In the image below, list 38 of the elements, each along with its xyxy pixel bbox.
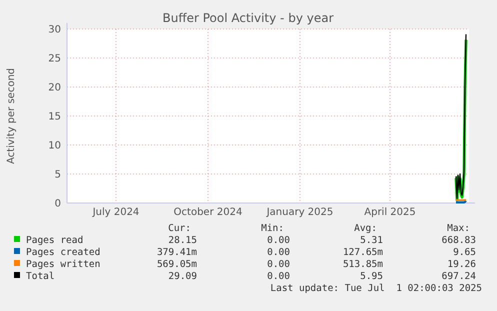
y-tick-label: 20: [48, 82, 61, 94]
x-tick-label: October 2024: [174, 207, 242, 218]
legend-label: Total: [26, 271, 55, 282]
text: 569.05m: [156, 259, 198, 270]
text: Min:: [261, 223, 284, 234]
y-tick-label: 25: [48, 54, 61, 64]
x-tick-label: July 2024: [92, 207, 140, 218]
text: 19.26: [447, 259, 476, 270]
chart-title: Buffer Pool Activity - by year: [162, 11, 334, 25]
text: 28.15: [168, 235, 197, 246]
x-tick-label: January 2025: [266, 207, 334, 218]
text: Cur:: [168, 223, 191, 234]
text: 5.31: [360, 235, 384, 246]
text: 9.65: [453, 247, 476, 258]
text: Last update: Tue Jul 1 02:00:03 2025: [270, 283, 482, 294]
text: 668.83: [442, 235, 476, 246]
text: Avg:: [354, 223, 377, 234]
text: 29.09: [168, 271, 198, 282]
y-tick-label: 0: [54, 198, 61, 210]
y-tick-label: 10: [48, 140, 61, 152]
legend-label: Pages written: [26, 259, 100, 270]
text: 0.00: [267, 235, 290, 246]
text: 513.85m: [342, 259, 384, 270]
text: 379.41m: [156, 247, 198, 258]
text: 127.65m: [342, 247, 384, 258]
y-tick-label: 30: [48, 24, 61, 36]
legend-label: Pages created: [26, 247, 100, 258]
y-tick-label: 5: [54, 170, 61, 180]
legend-label: Pages read: [26, 235, 84, 246]
text: Max:: [447, 223, 470, 234]
y-tick-label: 15: [48, 112, 61, 122]
x-tick-label: April 2025: [364, 207, 416, 218]
text: 697.24: [442, 271, 476, 282]
text: 0.00: [267, 259, 290, 270]
text: 0.00: [267, 247, 290, 258]
text: 5.95: [360, 271, 383, 282]
text: 0.00: [267, 271, 290, 282]
y-axis-title: Activity per second: [6, 68, 17, 164]
